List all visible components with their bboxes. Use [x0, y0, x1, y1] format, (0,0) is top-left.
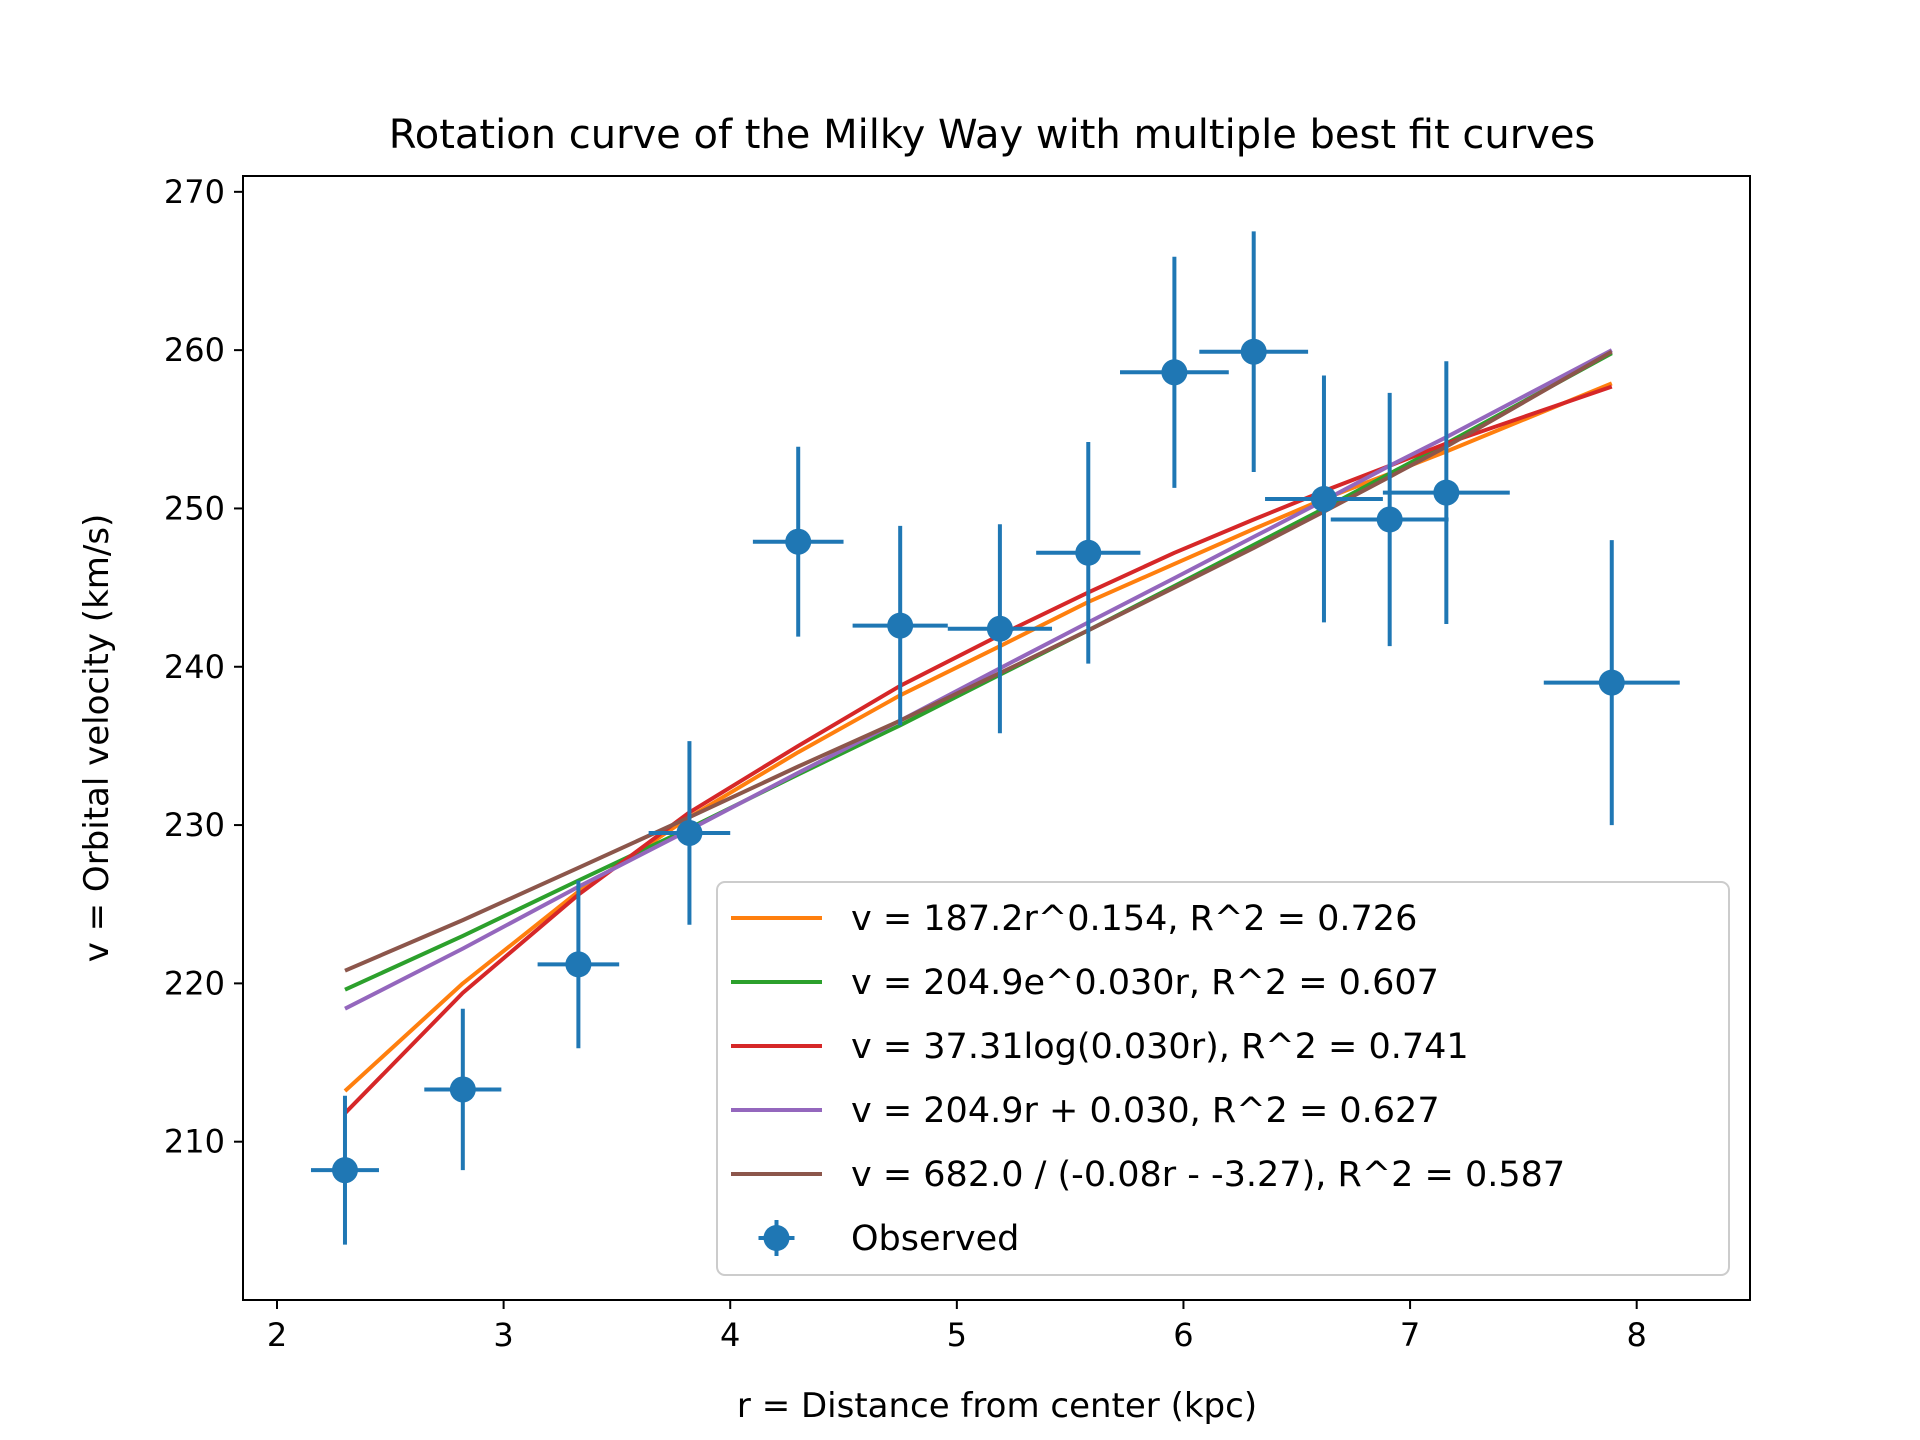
observed-point: [1120, 256, 1229, 488]
x-tick-label: 8: [1627, 1316, 1647, 1354]
legend-label: v = 682.0 / (-0.08r - -3.27), R^2 = 0.58…: [851, 1155, 1565, 1195]
observed-point: [424, 1008, 502, 1171]
x-tick-label: 4: [720, 1316, 740, 1354]
observed-marker: [1598, 669, 1625, 696]
observed-marker: [331, 1157, 358, 1184]
x-tick-label: 5: [947, 1316, 967, 1354]
observed-marker: [986, 615, 1013, 642]
observed-marker: [1310, 485, 1337, 512]
y-tick-label: 210: [164, 1123, 225, 1161]
observed-point: [1199, 231, 1309, 473]
legend-label: Observed: [851, 1219, 1019, 1259]
observed-marker: [1376, 506, 1403, 533]
fit-curve-5: [344, 349, 1613, 973]
x-axis-label: r = Distance from center (kpc): [737, 1386, 1257, 1426]
observed-point: [852, 525, 948, 726]
observed-marker: [785, 528, 812, 555]
observed-point: [1382, 361, 1510, 625]
legend: v = 187.2r^0.154, R^2 = 0.726 v = 204.9e^…: [716, 881, 1730, 1276]
plot-area: [310, 231, 1680, 1245]
y-tick-label: 250: [164, 489, 225, 527]
x-tick-label: 6: [1173, 1316, 1193, 1354]
legend-entry: v = 204.9e^0.030r, R^2 = 0.607: [731, 963, 1439, 1003]
observed-marker: [1075, 539, 1102, 566]
legend-items: v = 187.2r^0.154, R^2 = 0.726 v = 204.9e^…: [731, 899, 1565, 1259]
y-tick-label: 230: [164, 806, 225, 844]
observed-point: [752, 446, 844, 637]
observed-marker: [1433, 479, 1460, 506]
legend-label: v = 187.2r^0.154, R^2 = 0.726: [851, 899, 1417, 939]
observed-point: [1330, 392, 1449, 647]
legend-swatch-marker: [763, 1225, 790, 1251]
observed-marker: [1240, 338, 1267, 365]
legend-entry: v = 187.2r^0.154, R^2 = 0.726: [731, 899, 1417, 939]
legend-entry: Observed: [758, 1219, 1019, 1259]
y-tick-label: 220: [164, 964, 225, 1002]
x-tick-label: 3: [493, 1316, 513, 1354]
legend-entry: v = 37.31log(0.030r), R^2 = 0.741: [731, 1027, 1469, 1067]
chart-title: Rotation curve of the Milky Way with mul…: [389, 112, 1596, 158]
observed-point: [310, 1095, 379, 1245]
fit-curve-4: [344, 348, 1613, 1011]
legend-box: [716, 881, 1730, 1276]
y-tick-label: 240: [164, 648, 225, 686]
observed-marker: [887, 612, 914, 639]
observed-point: [1543, 540, 1680, 826]
observed-point: [1265, 375, 1383, 623]
plot-frame: [242, 175, 1751, 1301]
observed-point: [648, 741, 731, 925]
observed-marker: [565, 951, 592, 978]
y-tick-label: 260: [164, 331, 225, 369]
observed-marker: [449, 1076, 476, 1103]
legend-label: v = 204.9e^0.030r, R^2 = 0.607: [851, 963, 1439, 1003]
y-tick-label: 270: [164, 173, 225, 211]
legend-entry: v = 682.0 / (-0.08r - -3.27), R^2 = 0.58…: [731, 1155, 1565, 1195]
x-tick-label: 7: [1400, 1316, 1420, 1354]
observed-point: [947, 524, 1053, 734]
observed-point: [537, 880, 620, 1049]
observed-point: [1036, 441, 1141, 664]
x-tick-label: 2: [267, 1316, 287, 1354]
axes: 2 3 4 5 6 7 8 210 220 230 240 250 260 270: [164, 173, 1647, 1354]
observed-marker: [676, 819, 703, 846]
legend-label: v = 37.31log(0.030r), R^2 = 0.741: [851, 1027, 1469, 1067]
legend-entry: v = 204.9r + 0.030, R^2 = 0.627: [731, 1091, 1440, 1131]
observed-marker: [1161, 359, 1188, 386]
y-axis-label: v = Orbital velocity (km/s): [77, 514, 117, 963]
legend-label: v = 204.9r + 0.030, R^2 = 0.627: [851, 1091, 1440, 1131]
